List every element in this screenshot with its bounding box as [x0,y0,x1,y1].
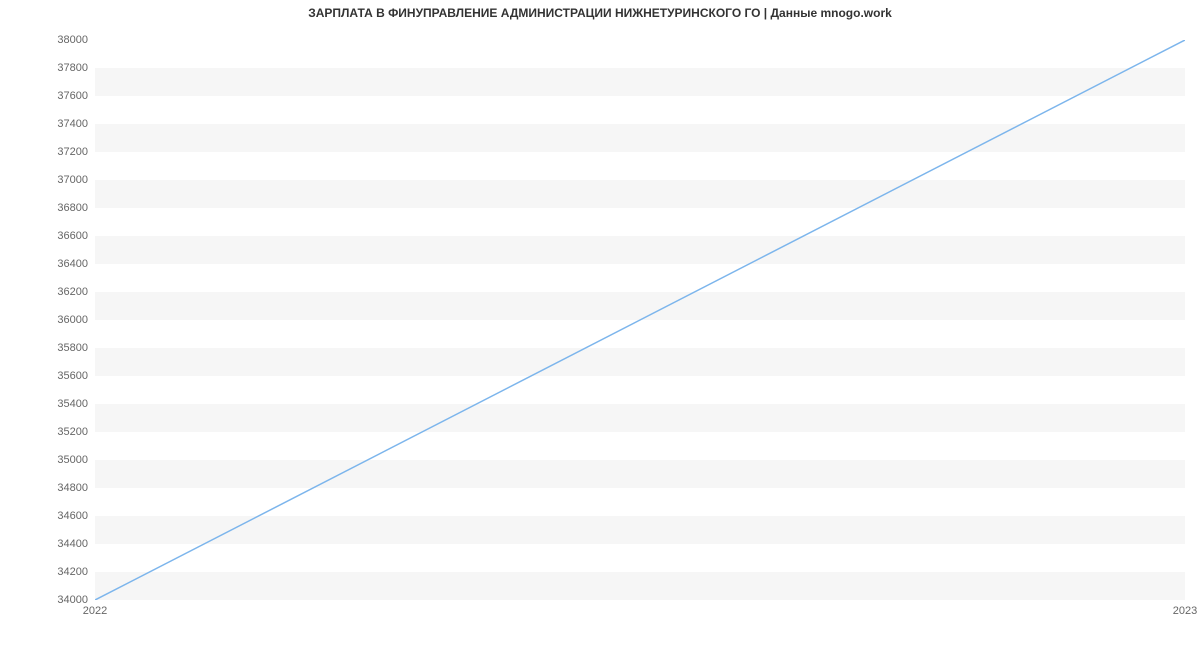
y-tick-label: 34600 [8,510,88,522]
y-tick-label: 37200 [8,146,88,158]
chart-title: ЗАРПЛАТА В ФИНУПРАВЛЕНИЕ АДМИНИСТРАЦИИ Н… [0,6,1200,20]
y-tick-label: 34000 [8,594,88,606]
y-tick-label: 34400 [8,538,88,550]
plot-svg [95,40,1185,600]
y-tick-label: 35600 [8,370,88,382]
y-tick-label: 36600 [8,230,88,242]
y-tick-label: 37800 [8,62,88,74]
y-tick-label: 35800 [8,342,88,354]
y-tick-label: 34800 [8,482,88,494]
y-tick-label: 36200 [8,286,88,298]
y-tick-label: 36400 [8,258,88,270]
y-tick-label: 37600 [8,90,88,102]
y-tick-label: 35400 [8,398,88,410]
y-tick-label: 37000 [8,174,88,186]
x-tick-label: 2023 [1173,605,1197,617]
y-tick-label: 36800 [8,202,88,214]
y-tick-label: 38000 [8,34,88,46]
y-tick-label: 37400 [8,118,88,130]
plot-area [95,40,1185,600]
y-tick-label: 35200 [8,426,88,438]
y-tick-label: 34200 [8,566,88,578]
chart-container: ЗАРПЛАТА В ФИНУПРАВЛЕНИЕ АДМИНИСТРАЦИИ Н… [0,0,1200,650]
x-tick-label: 2022 [83,605,107,617]
y-tick-label: 35000 [8,454,88,466]
y-tick-label: 36000 [8,314,88,326]
